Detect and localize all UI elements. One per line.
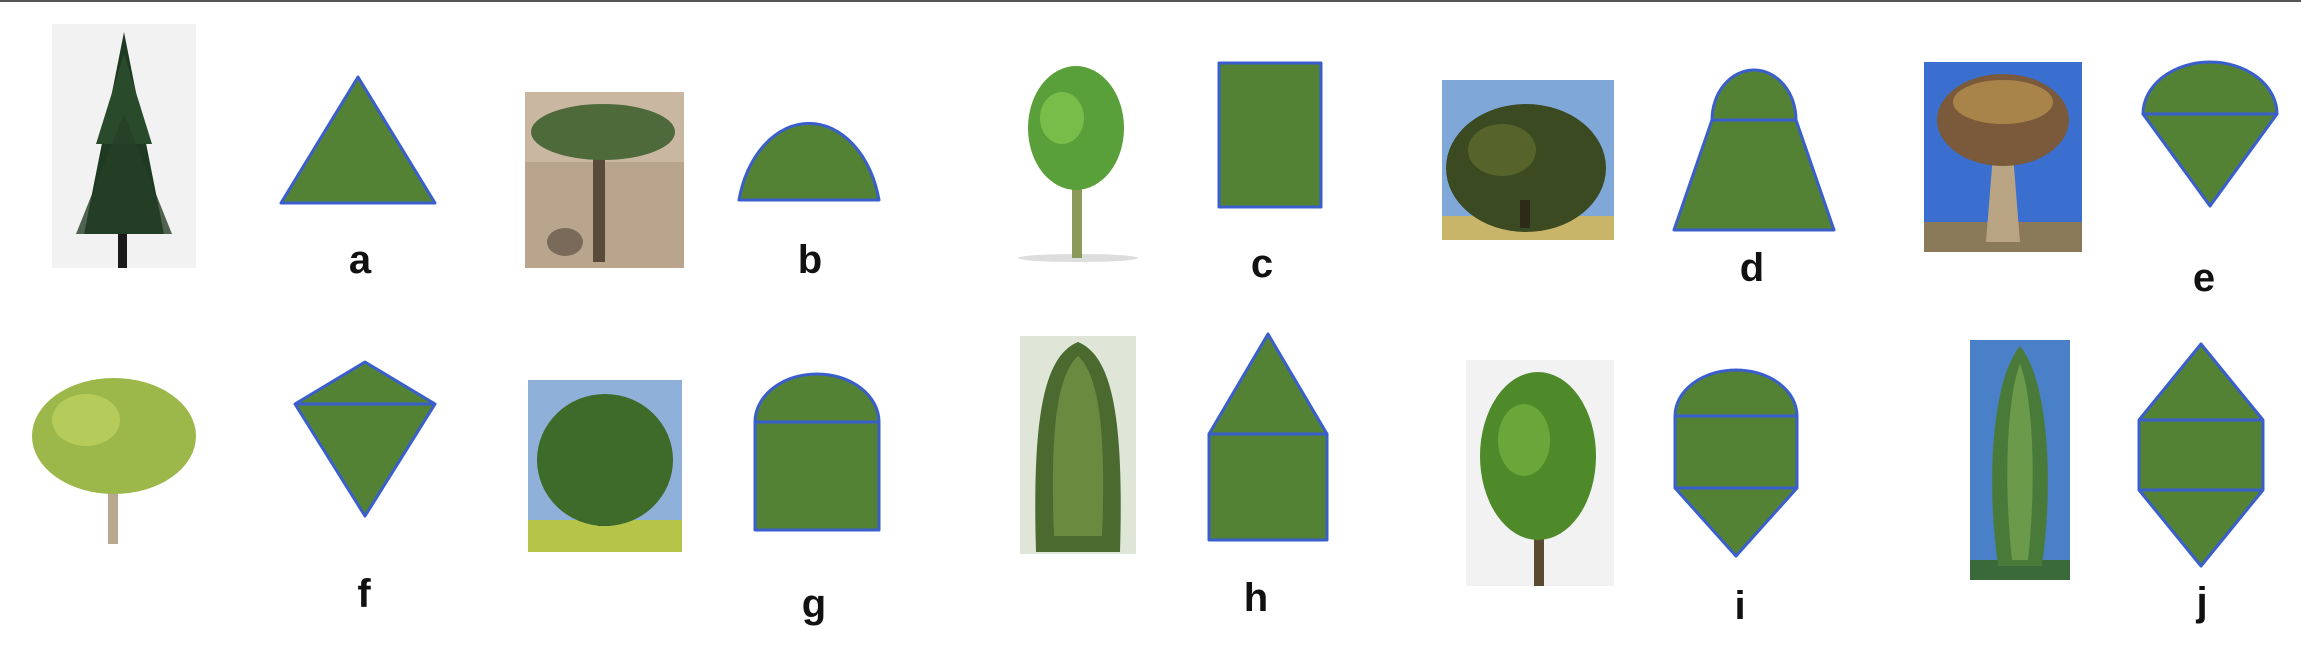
half-circle-shape-b: [733, 96, 885, 204]
triangle-rectangle-shape-h: [1206, 330, 1330, 544]
hexagon-diamond-shape-j: [2136, 340, 2266, 570]
kite-shape-f: [292, 358, 438, 520]
dome-rectangle-shape-g: [752, 372, 882, 534]
dome-trapezoid-shape-d: [1670, 66, 1838, 234]
label-i: i: [1734, 584, 1746, 628]
label-b: b: [797, 238, 823, 282]
tree-photo-d: [1442, 80, 1614, 240]
label-j: j: [2196, 580, 2208, 624]
tree-photo-g: [528, 380, 682, 552]
label-f: f: [357, 572, 371, 616]
tree-photo-c: [1010, 58, 1146, 262]
label-h: h: [1243, 576, 1269, 620]
label-a: a: [348, 238, 372, 282]
label-g: g: [801, 582, 827, 626]
tree-photo-a: [52, 24, 196, 268]
tree-photo-i: [1466, 360, 1614, 586]
tree-photo-h: [1020, 336, 1136, 554]
rectangle-shape-c: [1216, 60, 1324, 210]
tree-photo-j: [1970, 340, 2070, 580]
tree-photo-b: [525, 92, 684, 268]
tree-photo-f: [26, 366, 202, 546]
label-c: c: [1250, 242, 1274, 286]
label-e: e: [2192, 256, 2216, 300]
tree-photo-e: [1924, 62, 2082, 252]
dome-inverted-triangle-shape-e: [2140, 58, 2280, 210]
label-d: d: [1739, 246, 1765, 290]
top-border-line: [0, 0, 2301, 2]
dome-rectangle-triangle-shape-i: [1672, 366, 1800, 560]
triangle-shape-a: [278, 74, 438, 206]
